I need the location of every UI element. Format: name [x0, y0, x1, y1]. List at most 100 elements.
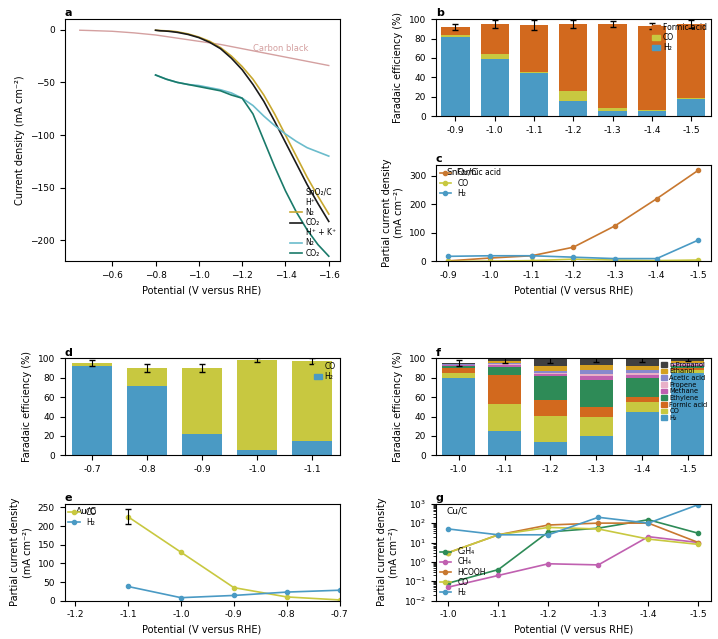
Bar: [480, 54, 509, 59]
Formic acid: [569, 243, 578, 251]
Bar: [534, 400, 567, 415]
Bar: [625, 397, 658, 402]
Line: H₂: H₂: [447, 238, 700, 261]
CH₄: [694, 539, 703, 546]
Text: b: b: [436, 8, 444, 19]
Legend: CO, H₂: CO, H₂: [314, 362, 336, 381]
Bar: [559, 91, 587, 100]
Bar: [182, 368, 222, 434]
H₂: [644, 520, 653, 527]
Bar: [442, 27, 470, 35]
C₂H₄: [544, 528, 553, 535]
CO: [494, 531, 503, 539]
Bar: [442, 36, 470, 116]
Text: f: f: [436, 348, 441, 358]
Bar: [292, 441, 332, 455]
Line: H₂: H₂: [447, 502, 700, 537]
Bar: [238, 360, 277, 450]
Formic acid: [485, 254, 494, 262]
Bar: [579, 374, 612, 376]
Bar: [671, 370, 704, 373]
Text: e: e: [65, 493, 72, 503]
Bar: [534, 366, 567, 371]
C₂H₄: [594, 525, 602, 532]
Bar: [292, 361, 332, 441]
Bar: [579, 436, 612, 455]
H₂: [527, 252, 536, 259]
Bar: [488, 375, 521, 404]
Bar: [638, 26, 666, 111]
H₂: [444, 252, 452, 260]
Line: CO: CO: [447, 525, 700, 555]
Bar: [559, 24, 587, 91]
Bar: [480, 24, 509, 54]
HCOOH: [494, 531, 503, 539]
H₂: [494, 531, 503, 539]
H₂: [177, 594, 185, 601]
Line: CO: CO: [447, 257, 700, 263]
Bar: [599, 109, 627, 111]
Bar: [625, 358, 658, 366]
Bar: [534, 415, 567, 442]
H₂: [544, 531, 553, 539]
H₂: [594, 514, 602, 521]
H₂: [694, 236, 703, 244]
H₂: [694, 501, 703, 509]
Bar: [534, 371, 567, 373]
HCOOH: [594, 520, 602, 527]
Bar: [625, 366, 658, 370]
H₂: [335, 587, 344, 594]
Text: Cu/C: Cu/C: [447, 507, 468, 516]
Bar: [488, 361, 521, 363]
Bar: [534, 373, 567, 374]
HCOOH: [544, 521, 553, 529]
CO: [653, 257, 661, 265]
Text: d: d: [65, 348, 73, 358]
CO: [230, 584, 238, 592]
Line: C₂H₄: C₂H₄: [447, 518, 700, 585]
Bar: [579, 376, 612, 380]
CO: [177, 548, 185, 556]
C₂H₄: [644, 516, 653, 523]
H₂: [569, 253, 578, 261]
Y-axis label: Current density (mA cm⁻²): Current density (mA cm⁻²): [14, 75, 24, 205]
Bar: [488, 364, 521, 365]
Bar: [520, 25, 548, 72]
Legend: Formic acid, CO, H₂: Formic acid, CO, H₂: [653, 23, 707, 52]
CO: [335, 596, 344, 604]
CO: [485, 258, 494, 265]
CO: [123, 513, 132, 521]
Line: HCOOH: HCOOH: [447, 521, 700, 555]
Bar: [625, 370, 658, 373]
Legend: C₂H₄, CH₄, HCOOH, CO, H₂: C₂H₄, CH₄, HCOOH, CO, H₂: [439, 547, 486, 597]
Bar: [488, 358, 521, 361]
Y-axis label: Faradaic efficiency (%): Faradaic efficiency (%): [393, 12, 404, 123]
Text: Carbon black: Carbon black: [253, 44, 308, 53]
CO: [282, 593, 291, 601]
CH₄: [494, 572, 503, 580]
Bar: [671, 361, 704, 363]
Bar: [579, 407, 612, 417]
Bar: [534, 374, 567, 376]
Bar: [488, 363, 521, 364]
X-axis label: Potential (V versus RHE): Potential (V versus RHE): [513, 286, 633, 296]
CH₄: [644, 533, 653, 541]
Formic acid: [527, 252, 536, 259]
Bar: [625, 378, 658, 397]
H₂: [444, 525, 452, 533]
Bar: [579, 365, 612, 370]
Bar: [238, 450, 277, 455]
Bar: [671, 358, 704, 361]
Formic acid: [444, 257, 452, 265]
C₂H₄: [494, 566, 503, 573]
CO: [694, 541, 703, 548]
CO: [544, 523, 553, 531]
H₂: [282, 589, 291, 596]
Line: CO: CO: [126, 514, 342, 602]
CH₄: [544, 560, 553, 567]
Bar: [534, 376, 567, 400]
Bar: [579, 358, 612, 365]
C₂H₄: [694, 530, 703, 537]
Bar: [488, 431, 521, 455]
Bar: [625, 375, 658, 378]
